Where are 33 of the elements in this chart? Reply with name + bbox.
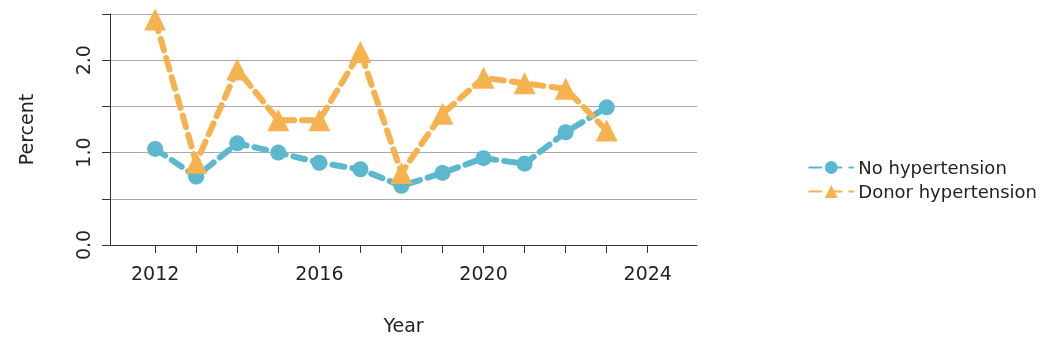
y-tick-label: 0.0 (71, 229, 94, 261)
x-tick-label: 2016 (295, 261, 344, 284)
point (226, 58, 249, 81)
point (554, 77, 577, 100)
point (185, 151, 208, 174)
y-tick-label: 1.0 (71, 137, 94, 168)
point (270, 144, 287, 161)
x-tick-label: 2024 (623, 261, 672, 284)
point (516, 155, 533, 172)
legend-label: Donor hypertension (858, 181, 1037, 202)
point (595, 119, 618, 142)
point (390, 161, 413, 184)
point (513, 72, 536, 95)
legend-label: No hypertension (858, 157, 1007, 178)
point (434, 164, 451, 181)
point (147, 140, 164, 157)
y-axis-title: Percent (14, 93, 37, 166)
point (267, 109, 290, 132)
point (431, 102, 454, 125)
x-axis-title: Year (382, 313, 424, 336)
point (144, 8, 167, 31)
point (557, 124, 574, 141)
point (308, 109, 331, 132)
point (598, 99, 615, 116)
point (472, 66, 495, 89)
point (349, 40, 372, 63)
y-tick-label: 2.0 (71, 45, 94, 76)
point (229, 135, 246, 152)
x-tick-label: 2020 (459, 261, 508, 284)
point (311, 154, 328, 171)
point (475, 150, 492, 167)
point (352, 161, 369, 178)
x-tick-label: 2012 (130, 261, 180, 284)
